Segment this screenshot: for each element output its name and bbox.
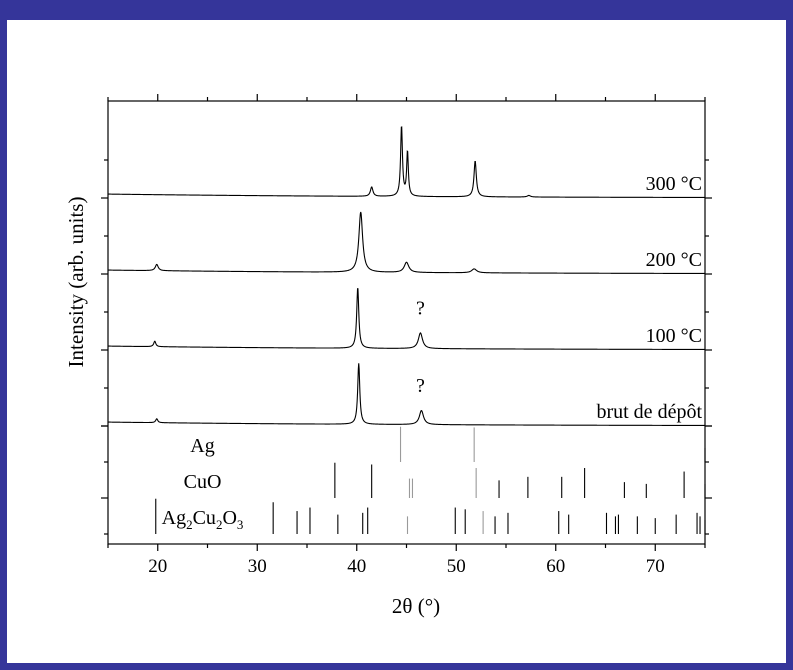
ref-label-part: O — [222, 507, 236, 529]
x-tick-label: 70 — [646, 556, 665, 577]
xrd-chart: 20 30 40 50 60 70 300 °C 200 °C 100 °C? brut de … — [64, 94, 712, 618]
x-tick-label: 20 — [148, 556, 167, 577]
peak-annotation: ? — [416, 297, 425, 319]
trace-200-c — [107, 211, 705, 275]
trace-label-100-c: 100 °C — [646, 325, 702, 347]
axes-frame: 20 30 40 50 60 70 — [101, 94, 712, 577]
ref-label-part: 2 — [186, 517, 193, 532]
trace-label-brut-de-d-p-t: brut de dépôt — [596, 401, 702, 423]
x-tick-label: 60 — [546, 556, 565, 577]
trace-label-200-c: 200 °C — [646, 249, 702, 271]
ref-label-part: Ag — [162, 507, 186, 529]
trace-brut-de-d-p-t — [107, 363, 705, 427]
ref-label-part: Ag — [190, 435, 214, 457]
trace-label-300-c: 300 °C — [646, 173, 702, 195]
trace-100-c — [108, 288, 705, 351]
ref-label-part: Cu — [193, 507, 216, 529]
x-tick-label: 30 — [248, 556, 267, 577]
x-tick-label: 50 — [447, 556, 466, 577]
ref-label-part: 3 — [237, 517, 244, 532]
reference-patterns — [155, 426, 706, 534]
ref-label-part: CuO — [184, 471, 222, 493]
peak-annotation: ? — [416, 375, 425, 397]
x-tick-label: 40 — [347, 556, 366, 577]
trace-300-c — [107, 126, 705, 199]
ref-label-part: 2 — [216, 517, 223, 532]
ref-label-cuo: CuO — [184, 471, 222, 493]
ref-label-ag: Ag — [190, 435, 214, 457]
y-axis-label: Intensity (arb. units) — [64, 197, 88, 368]
x-axis-label: 2θ (°) — [392, 594, 440, 618]
ref-label-ag2cu2o3: Ag2Cu2O3 — [162, 507, 244, 532]
figure-panel: 20 30 40 50 60 70 300 °C 200 °C 100 °C? brut de … — [7, 20, 786, 663]
diffraction-traces — [107, 126, 705, 427]
